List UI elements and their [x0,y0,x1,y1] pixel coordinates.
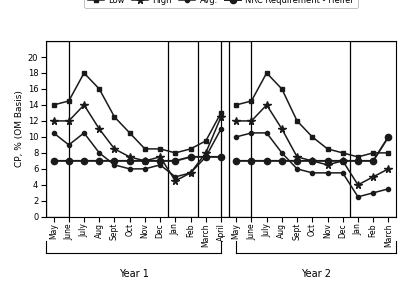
Bar [221,41,252,217]
Bar [350,41,400,217]
Bar [168,41,198,217]
Legend: Low, High, Avg., NRC Requirement - Heifer: Low, High, Avg., NRC Requirement - Heife… [84,0,358,8]
Text: Year 1: Year 1 [118,269,148,279]
Bar [46,41,69,217]
Y-axis label: CP, % (OM Basis): CP, % (OM Basis) [14,91,24,167]
Text: Year 2: Year 2 [301,269,331,279]
